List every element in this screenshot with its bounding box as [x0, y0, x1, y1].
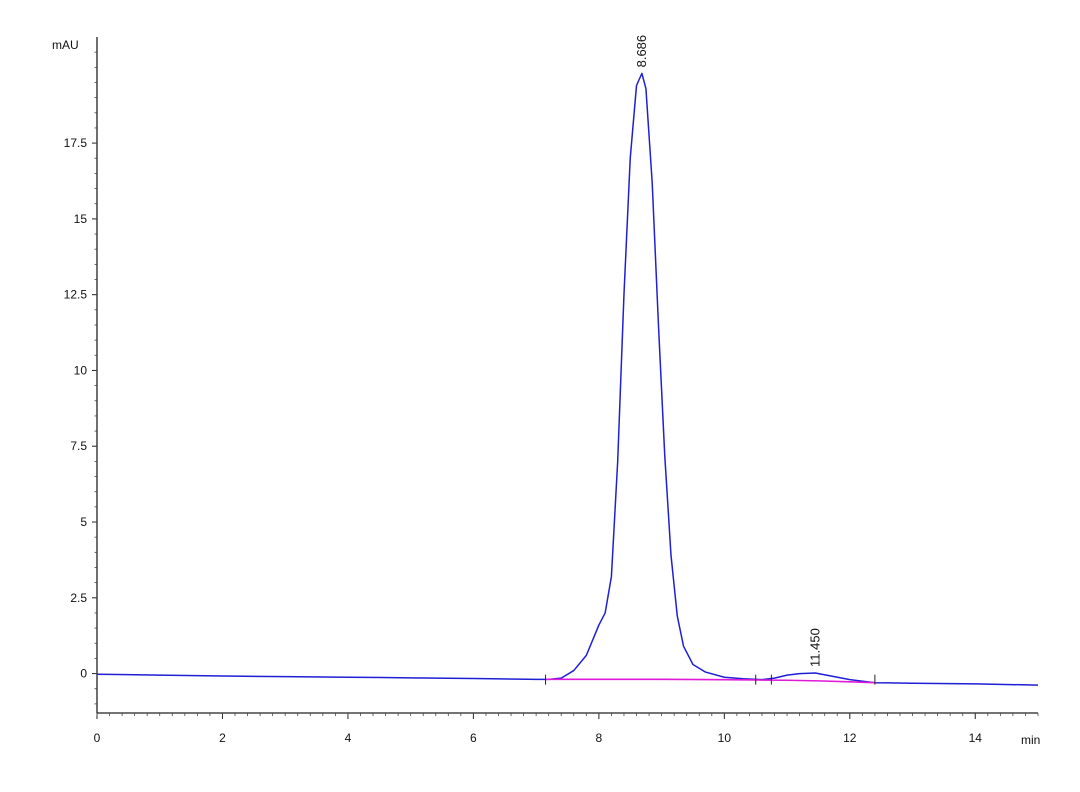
x-tick-label: 12	[843, 731, 857, 745]
series-layer	[96, 72, 1039, 686]
y-tick-label: 7.5	[70, 439, 87, 453]
marks-layer	[545, 674, 876, 685]
y-axis-label: mAU	[52, 38, 79, 52]
x-tick-label: 10	[718, 731, 732, 745]
x-tick-label: 8	[596, 731, 603, 745]
x-tick-label: 0	[94, 731, 101, 745]
peak-label: 8.686	[634, 35, 649, 68]
baseline-trace	[545, 678, 875, 684]
y-tick-label: 2.5	[70, 591, 87, 605]
x-tick-label: 4	[345, 731, 352, 745]
peak-label: 11.450	[807, 628, 822, 667]
x-tick-label: 2	[219, 731, 226, 745]
y-tick-label: 17.5	[64, 136, 88, 150]
x-tick-label: 6	[470, 731, 477, 745]
axes-layer	[92, 37, 1039, 719]
y-tick-label: 12.5	[64, 288, 88, 302]
signal-trace	[96, 72, 1039, 686]
y-tick-label: 10	[74, 363, 88, 377]
y-tick-label: 5	[80, 515, 87, 529]
x-tick-label: 14	[969, 731, 983, 745]
y-tick-label: 0	[80, 667, 87, 681]
y-tick-label: 15	[74, 212, 88, 226]
labels-layer: 0 2.5 5 7.5 10 12.5 15 17.5 0 2 4 6 8 10 12 14 mAU min 8.6…	[52, 35, 1040, 747]
x-axis-label: min	[1021, 733, 1040, 747]
